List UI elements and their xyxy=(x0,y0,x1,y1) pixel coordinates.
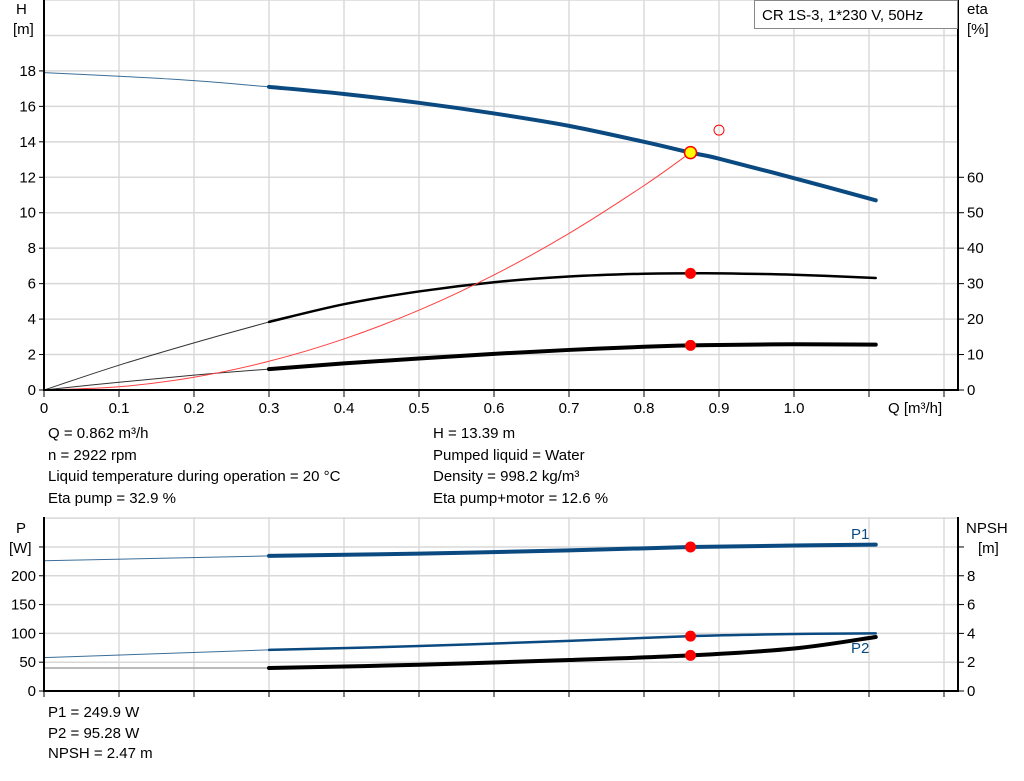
x-tick-label: 0.5 xyxy=(409,400,430,417)
info-npsh: NPSH = 2.47 m xyxy=(48,745,153,762)
series-system_curve xyxy=(43,152,691,391)
y-tick-label-right: 2 xyxy=(967,654,975,671)
info-p2: P2 = 95.28 W xyxy=(48,724,140,742)
eta-pump-motor-operating-point xyxy=(685,339,696,351)
y-tick-label-left: 6 xyxy=(28,276,36,293)
y-tick-label-right: 4 xyxy=(967,625,975,642)
info-eta-pump-motor: Eta pump+motor = 12.6 % xyxy=(433,489,609,507)
p-axis-label: P xyxy=(16,520,26,537)
info-eta-pump: Eta pump = 32.9 % xyxy=(48,489,176,507)
y-tick-label-right: 8 xyxy=(967,568,975,585)
y-tick-label-right: 6 xyxy=(967,597,975,614)
info-speed: n = 2922 rpm xyxy=(48,446,137,464)
y-tick-label-left: 16 xyxy=(19,98,36,115)
info-head: H = 13.39 m xyxy=(433,425,516,442)
markers xyxy=(683,124,725,661)
y-tick-label-right: 50 xyxy=(967,205,984,222)
head-operating-point xyxy=(683,145,698,160)
y-tick-label-right: 60 xyxy=(967,169,984,186)
x-tick-label: 0.8 xyxy=(634,400,655,417)
y-tick-label-left: 4 xyxy=(28,311,36,328)
eta-axis-label: eta xyxy=(967,1,989,18)
x-tick-label: 0.2 xyxy=(184,400,205,417)
p1-operating-point xyxy=(685,541,696,553)
series-P1 xyxy=(267,542,878,558)
series-eta_pump-extrapolated xyxy=(43,321,270,391)
y-tick-label-left: 10 xyxy=(19,205,36,222)
x-tick-label: 0.7 xyxy=(559,400,580,417)
y-tick-label-left: 8 xyxy=(28,240,36,257)
requested-duty-point xyxy=(713,124,725,136)
info-flow: Q = 0.862 m³/h xyxy=(48,425,149,442)
x-tick-label: 0.4 xyxy=(334,400,355,417)
title-box: CR 1S-3, 1*230 V, 50Hz xyxy=(754,0,958,29)
series-eta_pump xyxy=(267,271,877,324)
chart-title: CR 1S-3, 1*230 V, 50Hz xyxy=(762,7,923,24)
eta-pump-operating-point xyxy=(685,267,696,279)
p2-series-label: P2 xyxy=(851,640,869,657)
info-left: Q = 0.862 m³/h n = 2922 rpm Liquid tempe… xyxy=(48,423,340,509)
x-tick-label: 1.0 xyxy=(784,400,805,417)
y-tick-label-right: 0 xyxy=(967,683,975,700)
y-tick-label-left: 200 xyxy=(11,568,36,585)
y-tick-label-left: 14 xyxy=(19,134,36,151)
y-tick-label-left: 18 xyxy=(19,63,36,80)
h-axis-label: H xyxy=(16,1,27,18)
p-axis-unit: [W] xyxy=(9,540,32,557)
x-tick-label: 0.3 xyxy=(259,400,280,417)
x-tick-label: 0.1 xyxy=(109,400,130,417)
info-bottom: P1 = 249.9 W P2 = 95.28 W NPSH = 2.47 m xyxy=(48,703,153,765)
series-P1-extrapolated xyxy=(43,555,270,562)
series-P2-extrapolated xyxy=(43,649,270,659)
y-tick-label-right: 0 xyxy=(967,382,975,399)
top-grid xyxy=(44,0,958,390)
y-tick-label-right: 10 xyxy=(967,347,984,364)
y-tick-label-left: 12 xyxy=(19,169,36,186)
p1-series-label: P1 xyxy=(851,526,869,543)
x-tick-label: 0.6 xyxy=(484,400,505,417)
series-eta_pump_motor-extrapolated xyxy=(43,368,270,391)
series-H-extrapolated xyxy=(43,72,270,88)
series-NPSH xyxy=(267,634,878,670)
p2-operating-point xyxy=(685,630,696,642)
info-p1: P1 = 249.9 W xyxy=(48,704,140,721)
y-tick-label-left: 50 xyxy=(19,654,36,671)
npsh-operating-point xyxy=(685,649,696,661)
y-tick-label-left: 0 xyxy=(28,683,36,700)
y-tick-label-left: 100 xyxy=(11,625,36,642)
series-eta_pump_motor xyxy=(267,342,878,372)
y-tick-label-left: 2 xyxy=(28,347,36,364)
curves xyxy=(43,72,878,670)
info-right: H = 13.39 m Pumped liquid = Water Densit… xyxy=(433,423,608,509)
npsh-axis-label: NPSH xyxy=(966,520,1008,537)
q-axis-label: Q [m³/h] xyxy=(888,400,942,417)
series-P2 xyxy=(267,632,877,652)
y-tick-label-left: 150 xyxy=(11,597,36,614)
info-temperature: Liquid temperature during operation = 20… xyxy=(48,468,341,485)
h-axis-unit: [m] xyxy=(13,21,34,38)
info-density: Density = 998.2 kg/m³ xyxy=(433,468,580,485)
x-tick-label: 0.9 xyxy=(709,400,730,417)
bottom-grid xyxy=(44,517,958,691)
y-tick-label-right: 40 xyxy=(967,240,984,257)
eta-axis-unit: [%] xyxy=(967,21,989,38)
x-tick-label: 0 xyxy=(40,400,48,417)
info-liquid: Pumped liquid = Water xyxy=(433,446,585,464)
y-tick-label-right: 20 xyxy=(967,311,984,328)
series-H xyxy=(267,84,878,203)
y-tick-label-right: 30 xyxy=(967,276,984,293)
axes: 0 0.1 0.2 0.3 0.4 0.5 0.6 0.7 0.8 0.9 1.0 0 2 4 6 8 10 12… xyxy=(11,0,984,700)
y-tick-label-left: 0 xyxy=(28,382,36,399)
npsh-axis-unit: [m] xyxy=(978,540,999,557)
